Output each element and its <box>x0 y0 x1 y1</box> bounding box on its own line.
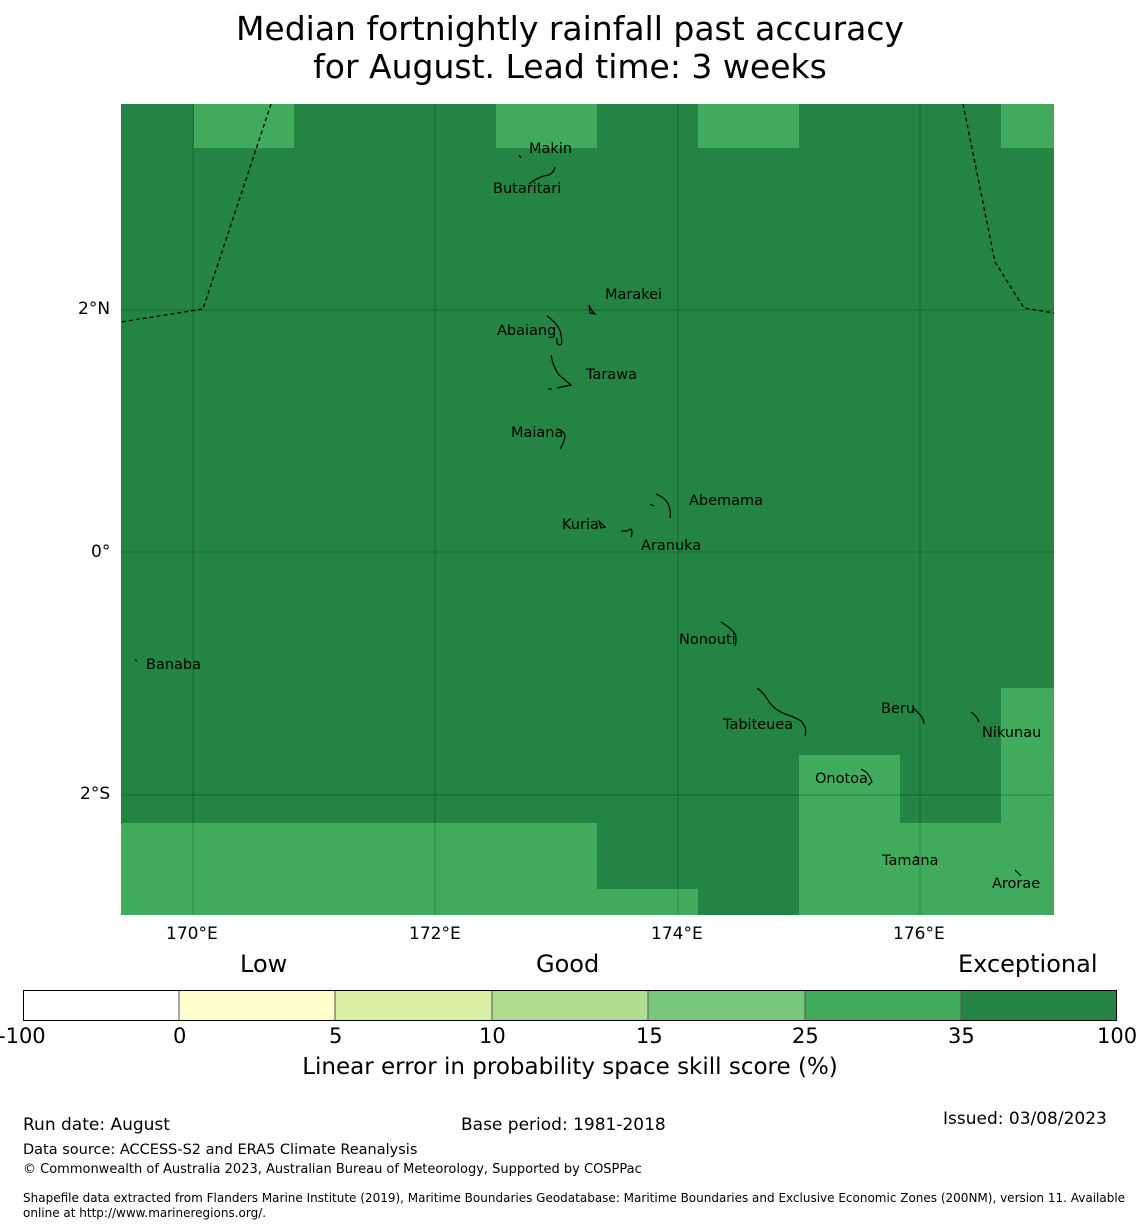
legend-category-good: Good <box>536 950 600 978</box>
colorbar-label: Linear error in probability space skill … <box>302 1054 838 1080</box>
island-abemama-outline <box>649 493 671 519</box>
lat-label-2s: 2°S <box>80 784 111 804</box>
island-tamana-outline <box>914 855 920 859</box>
place-label-arorae: Arorae <box>992 876 1041 892</box>
island-onotoa-outline <box>860 768 873 786</box>
colorbar-segment-very-good <box>805 990 961 1021</box>
eez-boundary-east <box>962 104 1054 314</box>
colorbar-tick: -100 <box>0 1024 46 1048</box>
island-banaba-outline <box>134 659 138 662</box>
lon-label-174e: 174°E <box>651 924 703 944</box>
colorbar-tick: 100 <box>1097 1024 1138 1048</box>
map-title: Median fortnightly rainfall past accurac… <box>0 10 1140 86</box>
place-label-butaritari: Butaritari <box>493 181 562 197</box>
island-nikunau-outline <box>970 711 980 723</box>
place-label-beru: Beru <box>881 701 916 717</box>
island-nonouti-outline <box>720 621 737 647</box>
run-date: Run date: August <box>23 1115 170 1135</box>
colorbar-tick: 25 <box>792 1024 819 1048</box>
data-source: Data source: ACCESS-S2 and ERA5 Climate … <box>23 1142 418 1158</box>
island-tabiteuea-outline <box>756 687 807 737</box>
map-canvas <box>121 104 1054 915</box>
place-label-tamana: Tamana <box>882 853 939 869</box>
island-abaiang-outline <box>546 315 563 346</box>
skill-cell-very-good <box>900 823 1001 915</box>
title-line-2: for August. Lead time: 3 weeks <box>313 47 827 86</box>
title-line-1: Median fortnightly rainfall past accurac… <box>235 9 905 48</box>
colorbar-segment-low-mid <box>335 990 492 1021</box>
place-label-nikunau: Nikunau <box>982 725 1042 741</box>
shapefile-credit-line-2: online at http://www.marineregions.org/. <box>23 1206 267 1220</box>
place-label-abemama: Abemama <box>689 493 764 509</box>
colorbar-tick: 5 <box>329 1024 343 1048</box>
skill-cell-very-good <box>1001 688 1054 915</box>
colorbar-segment-low <box>179 990 335 1021</box>
colorbar-tick: 35 <box>948 1024 975 1048</box>
base-period: Base period: 1981-2018 <box>461 1115 666 1135</box>
legend-colorbar <box>23 990 1117 1021</box>
skill-cell-very-good <box>121 823 597 915</box>
colorbar-segment-exceptional <box>961 990 1117 1021</box>
lon-label-170e: 170°E <box>166 924 218 944</box>
copyright: © Commonwealth of Australia 2023, Austra… <box>23 1162 642 1177</box>
skill-cell-very-good <box>194 104 294 148</box>
place-label-makin: Makin <box>529 141 573 157</box>
place-label-nonouti: Nonouti <box>679 632 736 648</box>
skill-cell-very-good <box>597 889 698 915</box>
place-label-abaiang: Abaiang <box>497 323 557 339</box>
island-butaritari-outline <box>528 166 556 185</box>
colorbar-tick: 15 <box>636 1024 663 1048</box>
legend-category-exceptional: Exceptional <box>958 950 1098 978</box>
skill-cell-very-good <box>799 755 900 915</box>
place-label-kuria: Kuria <box>562 517 599 533</box>
skill-cell-very-good <box>698 104 799 148</box>
colorbar-segment-none <box>23 990 179 1021</box>
skill-cell-exceptional <box>121 104 1054 915</box>
eez-boundary-west <box>121 104 272 323</box>
colorbar-segment-good-high <box>648 990 805 1021</box>
place-label-banaba: Banaba <box>146 657 201 673</box>
place-label-marakei: Marakei <box>605 287 663 303</box>
place-label-maiana: Maiana <box>511 425 564 441</box>
lon-label-172e: 172°E <box>409 924 461 944</box>
colorbar-frame <box>23 990 1117 1021</box>
colorbar-dividers <box>178 990 962 1021</box>
issued-date: Issued: 03/08/2023 <box>943 1109 1107 1129</box>
place-label-onotoa: Onotoa <box>815 771 868 787</box>
island-beru-outline <box>912 707 925 725</box>
island-makin-outline <box>518 154 522 159</box>
legend-category-low: Low <box>240 950 288 978</box>
island-aranuka-outline <box>621 528 633 538</box>
map-panel: Makin Butaritari Marakei Abaiang Tarawa … <box>121 104 1054 915</box>
island-tarawa-outline <box>548 354 573 390</box>
graticule <box>121 104 1054 915</box>
place-label-tarawa: Tarawa <box>586 367 637 383</box>
island-kuria-outline <box>597 518 607 529</box>
island-marakei-outline <box>588 304 597 315</box>
skill-cell-very-good <box>1001 104 1054 148</box>
lat-label-2n: 2°N <box>78 299 111 319</box>
colorbar-segment-good <box>492 990 648 1021</box>
colorbar-tick: 10 <box>479 1024 506 1048</box>
place-label-tabiteuea: Tabiteuea <box>723 717 794 733</box>
lat-label-0: 0° <box>91 542 111 562</box>
lon-label-176e: 176°E <box>893 924 945 944</box>
shapefile-credit-line-1: Shapefile data extracted from Flanders M… <box>23 1191 1126 1205</box>
island-outlines <box>134 154 1022 877</box>
island-maiana-outline <box>556 428 566 450</box>
island-arorae-outline <box>1014 869 1022 877</box>
place-label-aranuka: Aranuka <box>641 538 702 554</box>
colorbar-tick: 0 <box>173 1024 187 1048</box>
skill-cell-very-good <box>496 104 597 148</box>
